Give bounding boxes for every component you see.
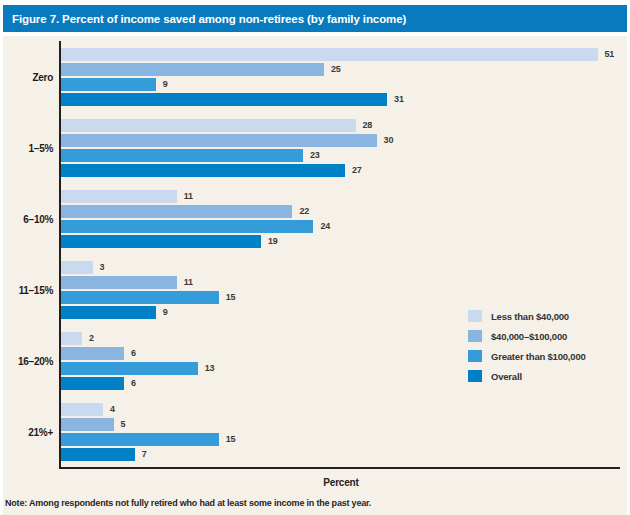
bar-row: 24 xyxy=(61,220,621,233)
bar-value-label: 23 xyxy=(310,150,320,160)
bar-value-label: 6 xyxy=(131,378,136,388)
bar-value-label: 31 xyxy=(394,94,404,104)
bar xyxy=(61,78,156,91)
bar xyxy=(61,362,198,375)
bar-value-label: 24 xyxy=(320,221,330,231)
bar xyxy=(61,119,356,132)
legend-label: Overall xyxy=(491,371,522,382)
bar-row: 27 xyxy=(61,164,621,177)
bar xyxy=(61,276,177,289)
bar-value-label: 9 xyxy=(163,307,168,317)
bar xyxy=(61,134,377,147)
bar-value-label: 19 xyxy=(268,236,278,246)
bar-value-label: 11 xyxy=(184,277,193,287)
legend-item: Overall xyxy=(468,370,586,382)
bar xyxy=(61,433,219,446)
legend-swatch xyxy=(468,350,482,362)
bar xyxy=(61,149,303,162)
bar xyxy=(61,347,124,360)
bar-value-label: 51 xyxy=(605,49,615,59)
bar-group: 11 22 24 19 xyxy=(61,183,621,254)
bar-row: 11 xyxy=(61,190,621,203)
bar-row: 11 xyxy=(61,276,621,289)
bar-value-label: 15 xyxy=(226,292,236,302)
legend: Less than $40,000 $40,000–$100,000 Greater… xyxy=(468,310,586,390)
bar xyxy=(61,48,598,61)
bar-group: 51 25 9 31 xyxy=(61,41,621,112)
bar-row: 4 xyxy=(61,403,621,416)
bar xyxy=(61,448,135,461)
bar-value-label: 2 xyxy=(89,333,94,343)
bar xyxy=(61,63,324,76)
bar-value-label: 28 xyxy=(363,120,373,130)
bar xyxy=(61,332,82,345)
legend-swatch xyxy=(468,370,482,382)
bar-row: 25 xyxy=(61,63,621,76)
chart-panel: Zero1–5%6–10%11–15%16–20%21%+ 5125931283… xyxy=(3,36,627,515)
bar xyxy=(61,306,156,319)
legend-label: $40,000–$100,000 xyxy=(491,331,567,342)
bar-row: 30 xyxy=(61,134,621,147)
bar-value-label: 13 xyxy=(205,363,215,373)
bar-value-label: 6 xyxy=(131,348,136,358)
legend-item: Less than $40,000 xyxy=(468,310,586,322)
legend-label: Less than $40,000 xyxy=(491,311,569,322)
footnote: Note: Among respondents not fully retire… xyxy=(5,498,371,508)
category-label: 11–15% xyxy=(3,284,53,295)
bar-row: 19 xyxy=(61,235,621,248)
bar-value-label: 9 xyxy=(163,79,168,89)
category-label: 16–20% xyxy=(3,355,53,366)
bar-value-label: 5 xyxy=(121,419,126,429)
bar-group: 45 15 7 xyxy=(61,396,621,467)
bar-row: 5 xyxy=(61,418,621,431)
y-axis-line xyxy=(59,41,61,469)
bar-row: 28 xyxy=(61,119,621,132)
bar-row: 22 xyxy=(61,205,621,218)
bar-row: 51 xyxy=(61,48,621,61)
bar xyxy=(61,235,261,248)
chart-rows: 51 25 9 31 28 30 23 27 11 22 24 19 3 11 15 9 2 6 13 6 45 15 7 xyxy=(61,41,621,467)
bar xyxy=(61,403,103,416)
legend-swatch xyxy=(468,310,482,322)
x-axis-line xyxy=(59,467,620,469)
bar-value-label: 7 xyxy=(142,449,147,459)
bar xyxy=(61,164,345,177)
bar-value-label: 25 xyxy=(331,64,341,74)
bar-value-label: 30 xyxy=(384,135,394,145)
bar xyxy=(61,291,219,304)
legend-label: Greater than $100,000 xyxy=(491,351,586,362)
bar-value-label: 11 xyxy=(184,191,193,201)
bar-value-label: 4 xyxy=(110,404,115,414)
category-label: 6–10% xyxy=(3,213,53,224)
legend-item: Greater than $100,000 xyxy=(468,350,586,362)
legend-swatch xyxy=(468,330,482,342)
bar xyxy=(61,418,114,431)
bar xyxy=(61,377,124,390)
category-label: 21%+ xyxy=(3,426,53,437)
category-label: 1–5% xyxy=(3,142,53,153)
bar-row: 7 xyxy=(61,448,621,461)
figure-title: Figure 7. Percent of income saved among … xyxy=(12,13,406,25)
bar-value-label: 3 xyxy=(100,262,105,272)
bar-value-label: 15 xyxy=(226,434,236,444)
category-label: Zero xyxy=(3,71,53,82)
bar-row: 23 xyxy=(61,149,621,162)
bar-value-label: 27 xyxy=(352,165,362,175)
figure-title-bar: Figure 7. Percent of income saved among … xyxy=(3,5,627,32)
bar-row: 3 xyxy=(61,261,621,274)
bar-value-label: 22 xyxy=(299,206,309,216)
bar xyxy=(61,93,387,106)
bar-group: 28 30 23 27 xyxy=(61,112,621,183)
bar-row: 15 xyxy=(61,291,621,304)
bar-row: 9 xyxy=(61,78,621,91)
legend-item: $40,000–$100,000 xyxy=(468,330,586,342)
bar xyxy=(61,261,93,274)
bar xyxy=(61,220,313,233)
figure: Figure 7. Percent of income saved among … xyxy=(0,0,630,515)
bar xyxy=(61,205,292,218)
bar-row: 15 xyxy=(61,433,621,446)
bar xyxy=(61,190,177,203)
bar-row: 31 xyxy=(61,93,621,106)
x-axis-title: Percent xyxy=(61,477,621,488)
